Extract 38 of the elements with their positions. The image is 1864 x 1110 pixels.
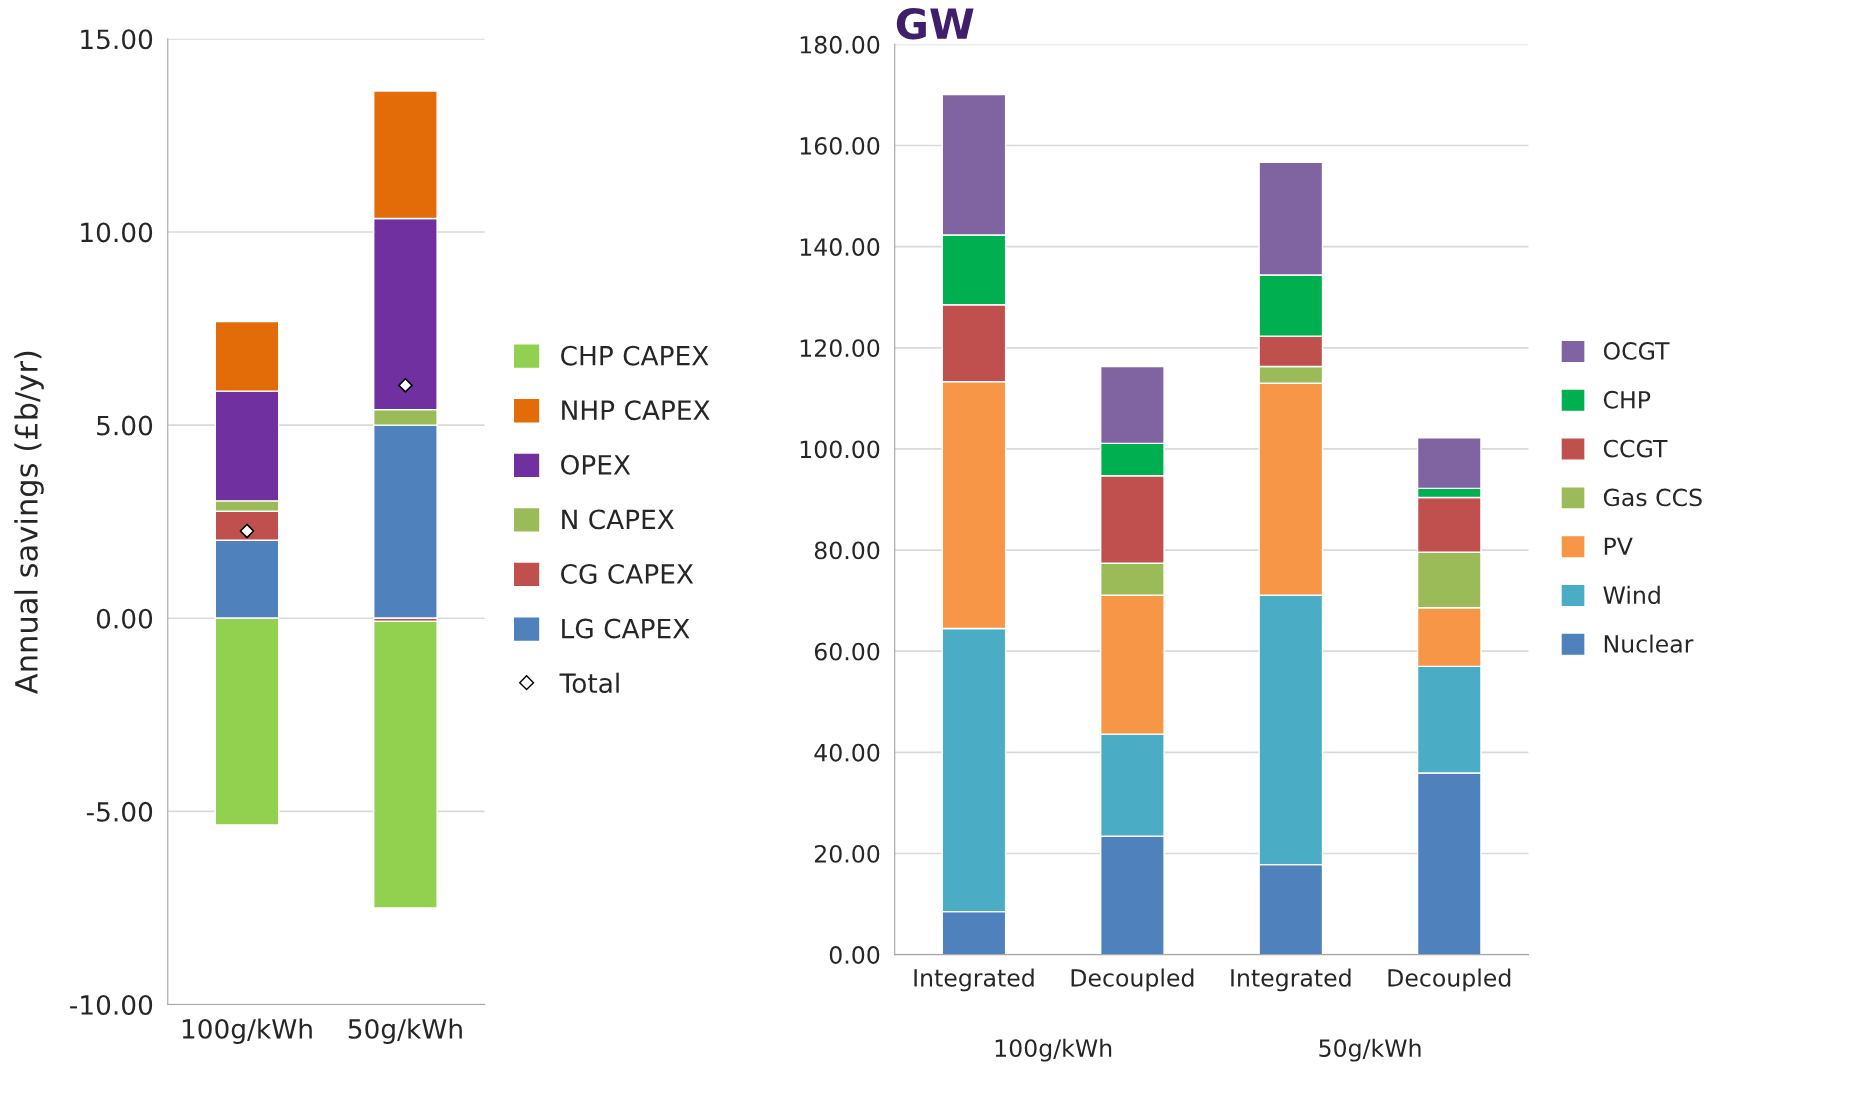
x-tick-label: Decoupled <box>1071 968 1194 992</box>
y-tick-label: 15.00 <box>81 29 153 50</box>
text: 100g/kWh <box>995 1038 1112 1062</box>
legend-label: CHP <box>1603 390 1651 409</box>
legend-label: Total <box>559 672 619 694</box>
chart-title: GW <box>896 7 974 40</box>
y-tick-label: 140.00 <box>800 238 880 256</box>
y-tick-label: -10.00 <box>70 994 153 1015</box>
y-tick-label: 120.00 <box>800 339 880 358</box>
y-axis-title: Annual savings (£b/yr) <box>14 351 44 695</box>
legend-label: Nuclear <box>1604 634 1694 653</box>
y-tick-label: 0.00 <box>96 608 153 629</box>
legend-label: OCGT <box>1603 342 1670 360</box>
legend-label: CHP CAPEX <box>561 345 709 366</box>
y-tick-label: 0.00 <box>829 946 880 964</box>
legend-label: NHP CAPEX <box>562 400 710 421</box>
y-tick-label: 40.00 <box>814 743 880 762</box>
y-tick-label: 60.00 <box>814 642 880 661</box>
y-tick-label: 5.00 <box>97 415 153 436</box>
legend-label: N CAPEX <box>562 509 675 530</box>
x-tick-label: Decoupled <box>1388 968 1511 992</box>
y-tick-label: 100.00 <box>800 440 880 459</box>
legend-label: LG CAPEX <box>562 618 690 639</box>
legend-label: Gas CCS <box>1603 488 1702 507</box>
legend-label: CCGT <box>1603 439 1668 458</box>
x-tick-label: Integrated <box>914 968 1034 992</box>
y-tick-label: -5.00 <box>86 801 153 822</box>
text: 50g/kWh <box>1319 1038 1421 1062</box>
y-tick-label: 20.00 <box>814 844 880 863</box>
y-tick-label: 10.00 <box>81 222 153 243</box>
y-tick-label: 160.00 <box>800 136 880 155</box>
y-tick-label: 80.00 <box>814 541 880 560</box>
legend-label: PV <box>1604 537 1633 555</box>
legend-label: Wind <box>1603 585 1660 605</box>
x-tick-label: Integrated <box>1231 968 1351 992</box>
legend-label: CG CAPEX <box>561 563 694 584</box>
y-tick-label: 180.00 <box>800 35 880 54</box>
legend-label: OPEX <box>561 454 631 475</box>
